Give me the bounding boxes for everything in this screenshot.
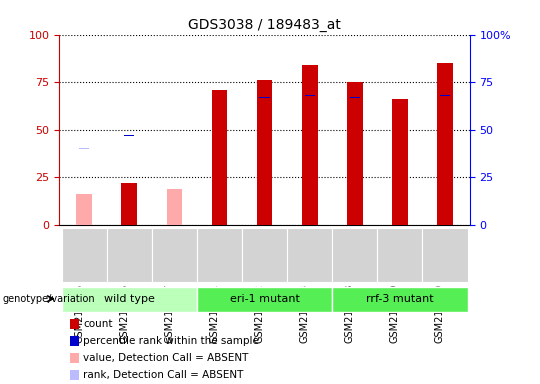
Text: rank, Detection Call = ABSENT: rank, Detection Call = ABSENT	[83, 370, 244, 380]
Text: GSM214733: GSM214733	[300, 284, 310, 343]
Text: GSM214725: GSM214725	[119, 284, 129, 343]
Bar	[242, 228, 287, 282]
Bar	[287, 228, 332, 282]
Text: GSM214728: GSM214728	[345, 284, 355, 343]
Bar	[79, 148, 89, 149]
Bar	[377, 228, 422, 282]
Text: value, Detection Call = ABSENT: value, Detection Call = ABSENT	[83, 353, 248, 363]
Bar	[302, 65, 318, 225]
Bar	[107, 228, 152, 282]
Bar	[392, 99, 408, 225]
Bar	[256, 80, 273, 225]
Text: GSM214731: GSM214731	[210, 284, 219, 343]
Bar	[212, 90, 227, 225]
Bar	[166, 189, 183, 225]
Text: GSM214716: GSM214716	[74, 284, 84, 343]
Bar	[122, 183, 137, 225]
Text: wild type: wild type	[104, 294, 155, 304]
Bar	[347, 82, 363, 225]
Bar	[62, 287, 197, 312]
Bar	[260, 97, 270, 98]
Text: rrf-3 mutant: rrf-3 mutant	[366, 294, 434, 304]
Bar	[62, 228, 107, 282]
Bar	[197, 287, 332, 312]
Text: GSM214727: GSM214727	[164, 284, 174, 343]
Text: genotype/variation: genotype/variation	[3, 294, 96, 304]
Text: GSM214732: GSM214732	[254, 284, 265, 343]
Bar	[124, 135, 134, 136]
Bar	[350, 97, 360, 98]
Bar	[332, 228, 377, 282]
Bar	[305, 95, 315, 96]
Bar	[152, 228, 197, 282]
Bar	[197, 228, 242, 282]
Text: GSM214730: GSM214730	[435, 284, 445, 343]
Bar	[422, 228, 468, 282]
Text: count: count	[83, 319, 113, 329]
Text: GSM214729: GSM214729	[390, 284, 400, 343]
Text: percentile rank within the sample: percentile rank within the sample	[83, 336, 259, 346]
Bar	[332, 287, 468, 312]
Bar	[440, 95, 450, 96]
Text: eri-1 mutant: eri-1 mutant	[230, 294, 300, 304]
Title: GDS3038 / 189483_at: GDS3038 / 189483_at	[188, 18, 341, 32]
Bar	[437, 63, 453, 225]
Bar	[76, 194, 92, 225]
